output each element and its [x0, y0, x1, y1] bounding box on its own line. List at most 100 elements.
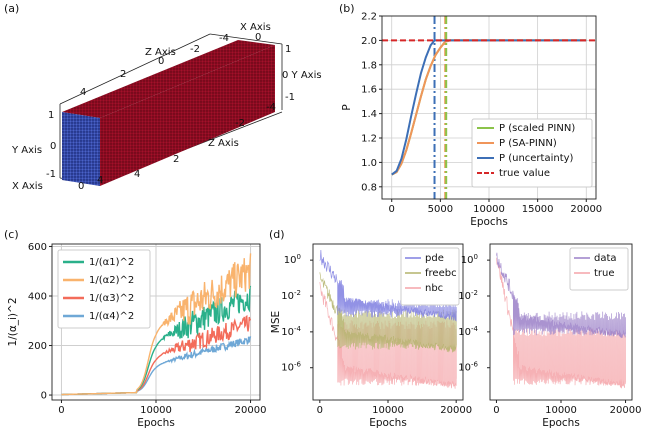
c-legend-label: 1/(α3)^2: [89, 293, 134, 304]
d-right-ytick-label: 10-2: [458, 289, 478, 302]
c-ytick-label: 200: [28, 341, 47, 352]
d-left-ytick-label: 100: [284, 253, 301, 266]
b-xtick-label: 15000: [522, 204, 554, 215]
d-left-ytick-exp: -2: [294, 289, 301, 297]
d-left-ytick-label: 10-2: [281, 289, 301, 302]
d-left-legend: [400, 247, 460, 306]
c-legend-label: 1/(α2)^2: [89, 275, 134, 286]
c-frame: [51, 243, 261, 401]
d-right-ytick-label: 100: [461, 253, 478, 266]
d-left-ylabel: MSE: [270, 311, 282, 333]
b-legend-label: P (uncertainty): [499, 153, 574, 164]
axis-title-z-top: Z Axis: [145, 47, 176, 58]
tick-a-1: -4: [219, 33, 229, 44]
tick-a-11: -4: [266, 102, 276, 113]
d-right-xlabel: Epochs: [542, 417, 580, 429]
axis-title-y-left: Y Axis: [11, 145, 42, 156]
d-right-legend-label: data: [594, 253, 617, 264]
c-series-1: [61, 253, 252, 396]
b-xtick-label: 5000: [428, 204, 453, 215]
d-left-xlabel: Epochs: [369, 417, 407, 429]
tick-a-6: 4: [80, 87, 86, 98]
tick-a-7: 1: [285, 44, 291, 55]
d-left-legend-label: nbc: [425, 283, 443, 294]
axis-title-z-bottom: Z Axis: [208, 138, 239, 149]
b-xlabel: Epochs: [470, 216, 508, 228]
d-left-xtick-label: 20000: [440, 405, 472, 416]
d-left-series-1: [319, 272, 457, 353]
tick-a-18: 4: [97, 175, 103, 186]
d-left-ytick-exp: -6: [294, 361, 302, 369]
box-right-face: [100, 45, 275, 186]
tick-a-3: 0: [255, 32, 261, 43]
axis-title-x-bottom: X Axis: [12, 181, 43, 192]
axis-title-y-right: 0 Y Axis: [282, 70, 322, 81]
tick-a-5: 2: [120, 69, 126, 80]
tick-a-9: -1: [285, 92, 295, 103]
panel-c-label: (c): [4, 228, 19, 241]
b-legend-label: P (SA-PINN): [499, 138, 557, 149]
d-right-ytick-exp: -2: [471, 289, 478, 297]
d-left-ytick-exp: -4: [294, 325, 302, 333]
b-ytick-label: 1.0: [361, 158, 377, 169]
d-left-series-0: [319, 249, 457, 322]
d-right-ytick-label: 10-6: [458, 361, 478, 374]
b-legend: [471, 118, 593, 188]
c-xtick-label: 10000: [140, 405, 172, 416]
b-frame: [381, 15, 597, 200]
b-legend-label: true value: [499, 168, 550, 179]
tick-a-10: -2: [235, 118, 245, 129]
tick-a-15: 0: [50, 141, 56, 152]
d-left-ytick-label: 10-4: [281, 325, 301, 338]
panel-b: (b) 0.8 1.0 1.2 1.4 1.6 1.8 2.0 2.2 0 5000 10000 15…: [339, 2, 602, 228]
tick-a-16: -1: [46, 169, 56, 180]
b-ytick-label: 0.8: [361, 182, 377, 193]
d-right-ytick-exp: 0: [474, 253, 478, 261]
b-ytick-label: 2.2: [361, 12, 377, 23]
box-front-face: [62, 112, 100, 186]
d-right-xtick-label: 20000: [610, 405, 642, 416]
panel-a: (a) X Axis Z Axis 0 Y Axis Z: [4, 2, 322, 192]
b-ytick-label: 1.6: [361, 85, 377, 96]
d-right-xtick-label: 0: [493, 405, 499, 416]
c-xtick-label: 0: [58, 405, 64, 416]
d-left-xtick-label: 10000: [372, 405, 404, 416]
d-right-series-0: [496, 252, 627, 339]
b-xtick-label: 0: [389, 204, 395, 215]
d-left-frame: [312, 243, 464, 401]
tick-a-12: 2: [173, 154, 179, 165]
d-right-frame: [489, 243, 633, 401]
axis-title-x-top: X Axis: [240, 22, 271, 33]
tick-a-14: 1: [48, 110, 54, 121]
panel-d-left-plot: 100 10-2 10-4 10-6 0 10000 20000 Epochs MSE pde fr…: [270, 243, 472, 429]
tick-a-17: 0: [78, 181, 84, 192]
d-left-xtick-label: 0: [317, 405, 323, 416]
c-ytick-label: 400: [28, 292, 47, 303]
panel-a-label: (a): [4, 2, 19, 15]
d-right-legend-label: true: [594, 268, 615, 279]
box-top-face: [62, 40, 275, 118]
panel-b-plot: 0.8 1.0 1.2 1.4 1.6 1.8 2.0 2.2 0 5000 10000 15000 2…: [341, 12, 602, 229]
b-ytick-label: 1.2: [361, 134, 377, 145]
b-series-2: [391, 39, 587, 176]
b-ytick-label: 1.4: [361, 109, 377, 120]
d-right-ytick-label: 10-4: [458, 325, 478, 338]
d-right-ytick-exp: -6: [471, 361, 479, 369]
d-left-ytick-label: 10-6: [281, 361, 301, 374]
tick-a-4: 0: [158, 56, 164, 67]
c-legend-label: 1/(α1)^2: [89, 257, 134, 268]
d-right-xtick-label: 10000: [545, 405, 577, 416]
c-xtick-label: 20000: [235, 405, 267, 416]
b-xtick-label: 20000: [570, 204, 602, 215]
b-ylabel: P: [341, 104, 353, 110]
c-ytick-label: 600: [28, 242, 47, 253]
d-left-legend-label: pde: [425, 253, 444, 264]
b-ytick-label: 1.8: [361, 60, 377, 71]
panel-d-right-plot: 100 10-2 10-4 10-6 0 10000 20000 Epochs data true: [458, 243, 642, 429]
c-ylabel: 1/(α_i)^2: [7, 298, 19, 347]
tick-a-2: -2: [190, 44, 200, 55]
d-right-ytick-exp: -4: [471, 325, 479, 333]
panel-d-label: (d): [269, 228, 285, 241]
c-ytick-label: 0: [41, 391, 47, 402]
